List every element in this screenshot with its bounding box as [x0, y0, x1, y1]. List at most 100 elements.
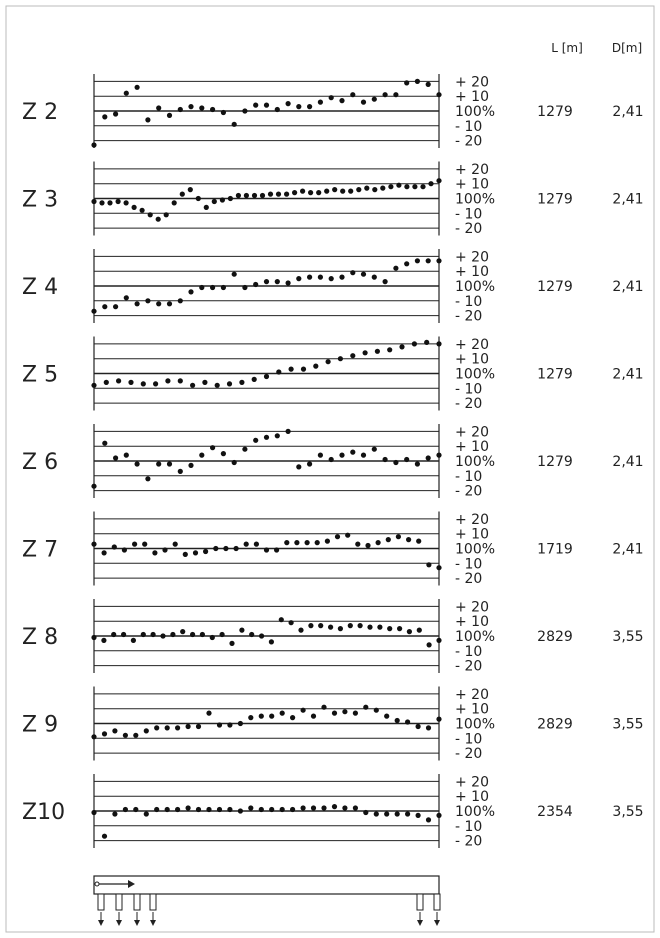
data-point: [242, 446, 248, 452]
y-tick-label: - 10: [455, 119, 482, 135]
data-point: [142, 541, 148, 547]
diameter-value: 2,41: [612, 542, 643, 558]
data-point: [436, 452, 442, 458]
length-value: 2829: [537, 629, 573, 645]
data-point: [258, 713, 264, 719]
data-point: [269, 713, 275, 719]
diameter-value: 3,55: [612, 804, 643, 820]
data-point: [352, 710, 358, 716]
data-point: [219, 631, 225, 638]
data-point: [296, 464, 302, 470]
data-point: [134, 301, 140, 307]
data-point: [154, 725, 160, 731]
data-point: [91, 634, 97, 641]
data-point: [210, 284, 216, 291]
data-point: [350, 353, 356, 359]
data-point: [274, 279, 280, 285]
outlet-pipe: [133, 893, 141, 911]
data-point: [296, 276, 302, 282]
y-tick-label: + 20: [455, 162, 489, 178]
data-point: [382, 456, 388, 463]
y-tick-label: + 10: [455, 439, 489, 455]
data-point: [316, 190, 322, 196]
data-point: [290, 715, 296, 721]
y-tick-label: + 10: [455, 789, 489, 805]
data-point: [263, 279, 270, 285]
data-point: [206, 806, 212, 813]
data-point: [300, 707, 306, 713]
data-point: [133, 732, 139, 738]
data-point: [91, 198, 97, 205]
data-point: [177, 106, 183, 113]
outlet-pipe: [115, 893, 123, 911]
data-point: [166, 112, 173, 118]
down-arrow-icon: [434, 920, 440, 926]
data-point: [425, 81, 431, 87]
y-tick-label: + 10: [455, 89, 489, 105]
y-tick-label: + 20: [455, 249, 489, 265]
down-arrow-icon: [134, 920, 140, 926]
data-point: [216, 722, 223, 728]
diameter-value: 3,55: [612, 629, 643, 645]
data-point: [185, 723, 191, 730]
data-point: [145, 298, 151, 304]
data-point: [162, 547, 168, 553]
data-point: [436, 341, 442, 347]
data-point: [371, 446, 377, 452]
length-value: 1279: [537, 367, 573, 383]
y-tick-label: + 10: [455, 264, 489, 280]
data-point: [404, 261, 410, 267]
data-point: [321, 704, 327, 710]
data-point: [405, 811, 411, 817]
data-point: [328, 95, 334, 101]
data-point: [145, 117, 151, 123]
data-point: [239, 379, 245, 385]
y-tick-label: - 10: [455, 381, 482, 397]
data-point: [165, 378, 171, 384]
data-point: [199, 284, 205, 291]
data-point: [102, 304, 108, 310]
data-point: [253, 437, 259, 443]
data-point: [393, 265, 399, 271]
y-tick-label: + 20: [455, 337, 489, 353]
data-point: [101, 637, 107, 644]
data-point: [145, 476, 151, 482]
data-point: [249, 631, 255, 638]
data-point: [345, 532, 351, 538]
data-point: [251, 376, 257, 382]
data-point: [372, 187, 378, 193]
data-point: [195, 806, 202, 813]
data-point: [177, 298, 183, 304]
length-value: 1279: [537, 279, 573, 295]
data-point: [324, 538, 330, 544]
y-tick-label: + 10: [455, 352, 489, 368]
data-point: [373, 811, 379, 817]
data-point: [321, 805, 327, 811]
diameter-value: 2,41: [612, 104, 643, 120]
y-tick-label: - 10: [455, 731, 482, 747]
data-point: [267, 191, 274, 197]
data-point: [371, 96, 377, 102]
data-point: [99, 200, 105, 206]
data-point: [285, 280, 291, 286]
data-point: [296, 104, 302, 110]
data-point: [355, 541, 361, 547]
row-label: Z 7: [22, 538, 58, 563]
data-point: [426, 642, 432, 648]
data-point: [195, 195, 201, 202]
y-tick-label: 100%: [455, 192, 495, 208]
row-label: Z 6: [22, 450, 58, 475]
data-point: [121, 547, 127, 553]
data-point: [235, 192, 241, 199]
outlet-pipe: [416, 893, 424, 911]
data-point: [382, 279, 388, 285]
data-point: [276, 369, 282, 375]
data-point: [220, 284, 226, 291]
data-point: [331, 804, 338, 810]
length-value: 1279: [537, 192, 573, 208]
data-point: [122, 732, 128, 738]
data-point: [214, 382, 220, 388]
down-arrow-icon: [98, 920, 104, 926]
data-point: [288, 366, 294, 372]
